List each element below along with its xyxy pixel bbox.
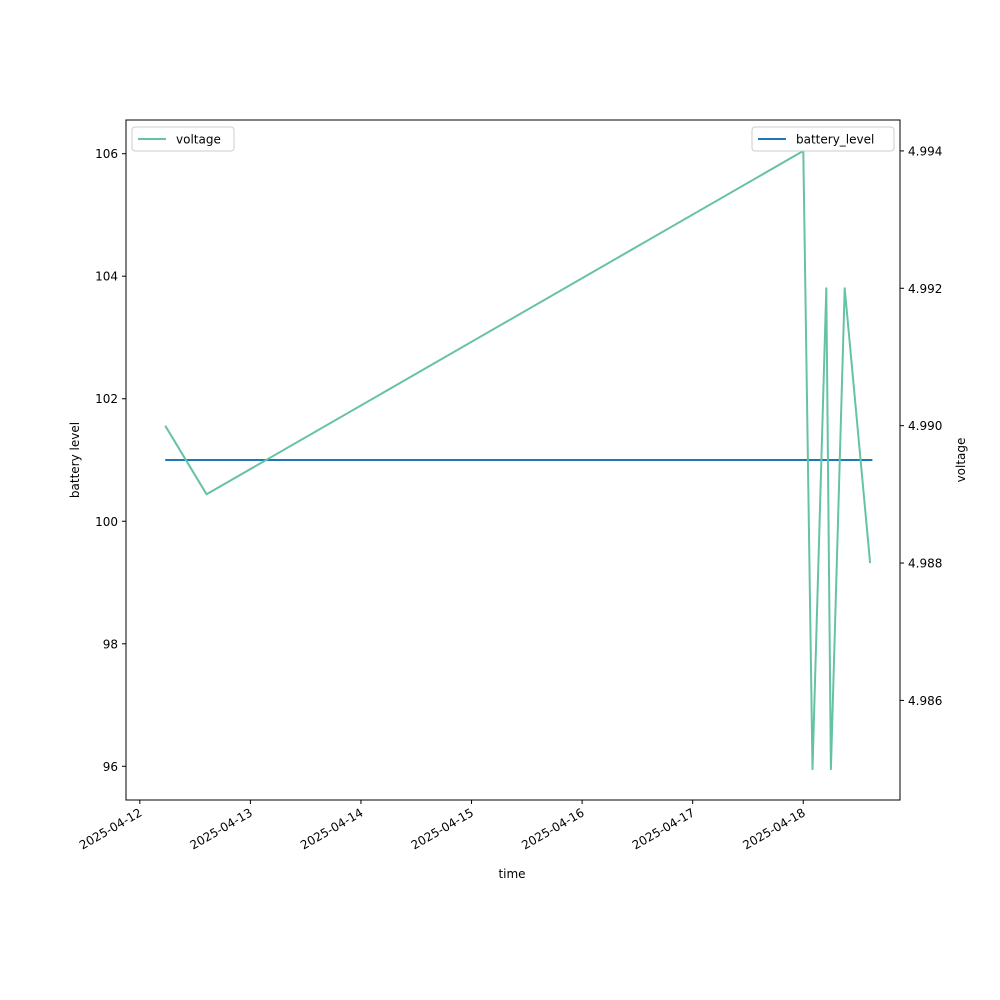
y-right-tick-label: 4.990 <box>908 419 942 433</box>
x-axis-label: time <box>498 867 525 881</box>
y-axis-left: 96 98 100 102 104 106 <box>95 147 126 774</box>
legend-box <box>131 126 235 152</box>
y-right-tick-label: 4.988 <box>908 557 942 571</box>
series-layer <box>164 149 873 771</box>
y-left-tick-label: 98 <box>103 637 118 651</box>
y-right-tick-label: 4.992 <box>908 282 942 296</box>
y-right-tick-label: 4.994 <box>908 144 942 158</box>
y-left-tick-label: 96 <box>103 760 118 774</box>
y-left-tick-label: 104 <box>95 270 118 284</box>
y-axis-right-label: voltage <box>954 438 968 483</box>
legend-battery-level: battery_level <box>751 126 895 152</box>
y-right-tick-label: 4.986 <box>908 694 942 708</box>
legend-box <box>751 126 895 152</box>
y-left-tick-label: 100 <box>95 515 118 529</box>
y-left-tick-label: 106 <box>95 147 118 161</box>
legend-label: battery_level <box>796 133 874 147</box>
legend-voltage: voltage <box>131 126 235 152</box>
plot-frame <box>125 119 901 801</box>
y-axis-left-label: battery level <box>68 422 82 498</box>
y-left-tick-label: 102 <box>95 392 118 406</box>
legend-label: voltage <box>176 133 221 147</box>
series-line-voltage <box>164 149 872 771</box>
y-axis-right: 4.986 4.988 4.990 4.992 4.994 <box>900 144 942 708</box>
